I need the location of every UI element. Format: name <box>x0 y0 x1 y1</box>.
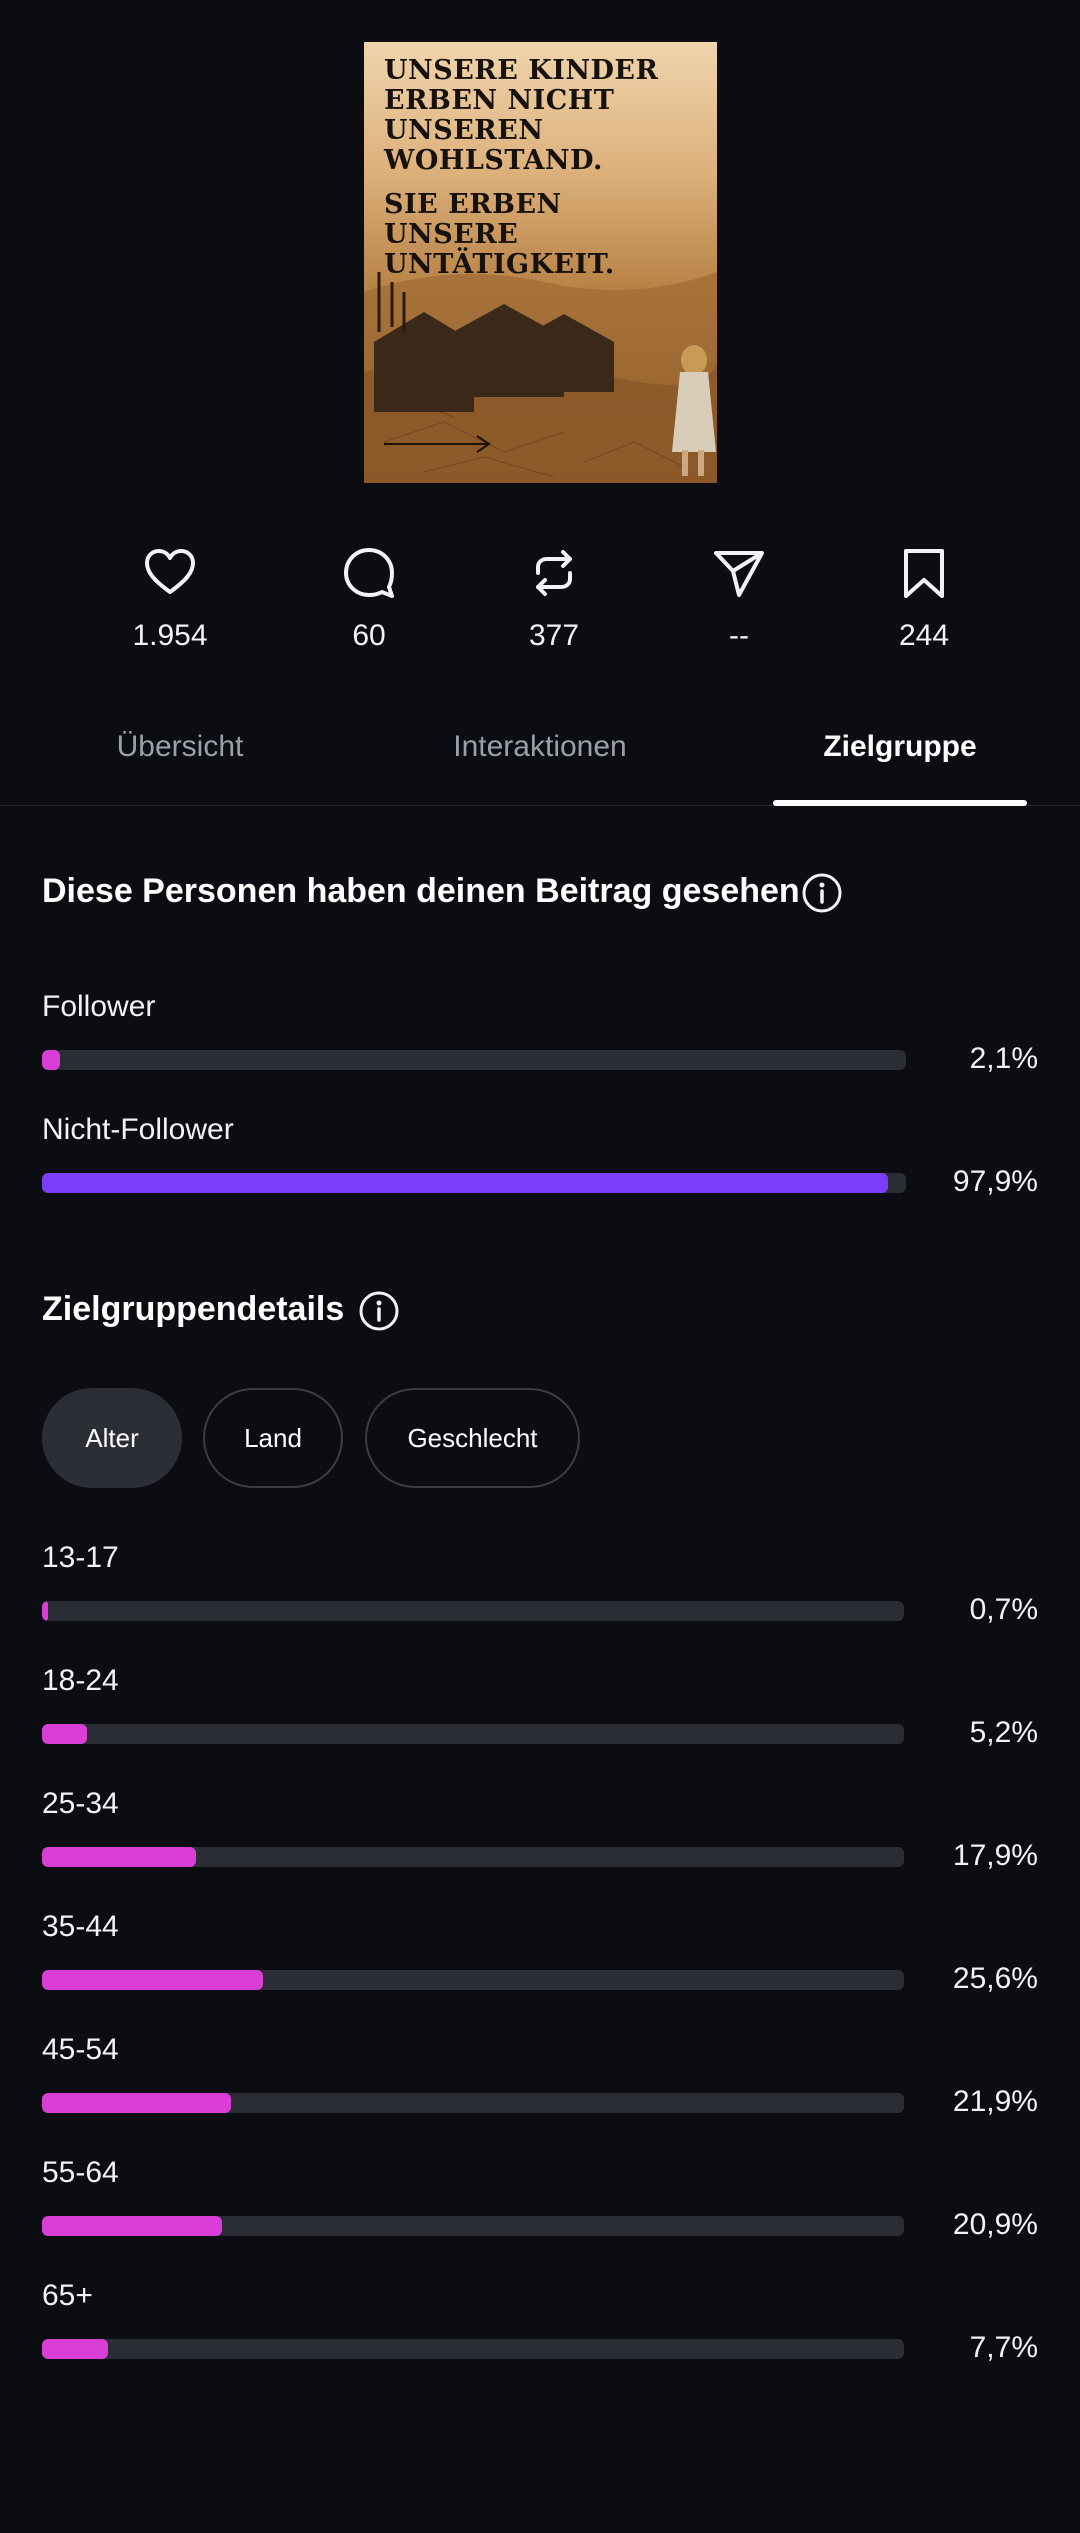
age-row-percent: 21,9% <box>952 2085 1038 2118</box>
age-row-percent: 0,7% <box>969 1593 1038 1626</box>
filter-chip-land[interactable]: Land <box>203 1388 343 1488</box>
age-bar-fill <box>42 1601 49 1621</box>
tab-interaktionen[interactable]: Interaktionen <box>453 730 627 763</box>
comment-icon <box>344 548 394 598</box>
age-row-label: 35-44 <box>42 1910 119 1943</box>
heart-icon <box>145 549 195 594</box>
follower-label: Follower <box>42 990 156 1023</box>
post-scene-illustration <box>364 272 717 483</box>
age-bar-fill <box>42 2093 231 2113</box>
post-text-line-1: UNSERE KINDER ERBEN NICHT UNSEREN WOHLST… <box>384 55 659 176</box>
age-bar-fill <box>42 2339 109 2359</box>
age-bar-track <box>42 1970 904 1990</box>
age-bar-track <box>42 1724 904 1744</box>
tab-uebersicht[interactable]: Übersicht <box>116 730 244 763</box>
age-bar-track <box>42 2216 904 2236</box>
shares-count: -- <box>729 619 749 652</box>
age-bar-track <box>42 2339 904 2359</box>
bookmark-icon <box>904 549 944 598</box>
age-bar-track <box>42 1847 904 1867</box>
likes-stat[interactable]: 1.954 <box>90 545 250 653</box>
age-bar-fill <box>42 2216 223 2236</box>
active-tab-indicator <box>773 800 1027 806</box>
non-follower-percent: 97,9% <box>952 1165 1038 1198</box>
filter-chip-alter[interactable]: Alter <box>42 1388 182 1488</box>
viewers-section-title: Diese Personen haben deinen Beitrag gese… <box>42 872 800 910</box>
likes-count: 1.954 <box>132 619 208 652</box>
age-row-label: 45-54 <box>42 2033 119 2066</box>
follower-percent: 2,1% <box>969 1042 1038 1075</box>
comments-count: 60 <box>352 619 386 652</box>
age-row-label: 25-34 <box>42 1787 119 1820</box>
follower-bar-track <box>42 1050 906 1070</box>
info-icon[interactable] <box>358 1290 400 1332</box>
engagement-stats: 1.954 60 377 -- 244 <box>0 545 1080 675</box>
follower-bar-fill <box>42 1050 61 1070</box>
age-row-label: 13-17 <box>42 1541 119 1574</box>
age-bar-fill <box>42 1970 263 1990</box>
reposts-stat[interactable]: 377 <box>474 545 634 653</box>
reposts-count: 377 <box>528 619 580 652</box>
send-icon <box>714 551 764 597</box>
non-follower-bar-track <box>42 1173 906 1193</box>
age-bar-track <box>42 2093 904 2113</box>
age-bar-track <box>42 1601 904 1621</box>
tab-zielgruppe[interactable]: Zielgruppe <box>823 730 977 763</box>
info-icon[interactable] <box>801 872 843 914</box>
repost-icon <box>536 550 572 596</box>
age-row-label: 65+ <box>42 2279 93 2312</box>
age-row-percent: 17,9% <box>952 1839 1038 1872</box>
filter-chip-geschlecht[interactable]: Geschlecht <box>365 1388 580 1488</box>
age-row-label: 55-64 <box>42 2156 119 2189</box>
comments-stat[interactable]: 60 <box>289 545 449 653</box>
post-overlay-text: UNSERE KINDER ERBEN NICHT UNSEREN WOHLST… <box>384 56 704 280</box>
shares-stat[interactable]: -- <box>659 545 819 653</box>
saves-count: 244 <box>898 619 950 652</box>
details-section-title: Zielgruppendetails <box>42 1290 345 1328</box>
age-row-percent: 5,2% <box>969 1716 1038 1749</box>
post-image[interactable]: UNSERE KINDER ERBEN NICHT UNSEREN WOHLST… <box>364 42 717 483</box>
age-row-label: 18-24 <box>42 1664 119 1697</box>
age-bar-fill <box>42 1847 197 1867</box>
age-row-percent: 25,6% <box>952 1962 1038 1995</box>
post-text-line-2: SIE ERBEN UNSERE UNTÄTIGKEIT. <box>384 189 615 280</box>
age-row-percent: 20,9% <box>952 2208 1038 2241</box>
saves-stat[interactable]: 244 <box>844 545 1004 653</box>
age-row-percent: 7,7% <box>969 2331 1038 2364</box>
non-follower-bar-fill <box>42 1173 888 1193</box>
insights-tabs: Übersicht Interaktionen Zielgruppe <box>0 720 1080 806</box>
age-bar-fill <box>42 1724 87 1744</box>
non-follower-label: Nicht-Follower <box>42 1113 234 1146</box>
